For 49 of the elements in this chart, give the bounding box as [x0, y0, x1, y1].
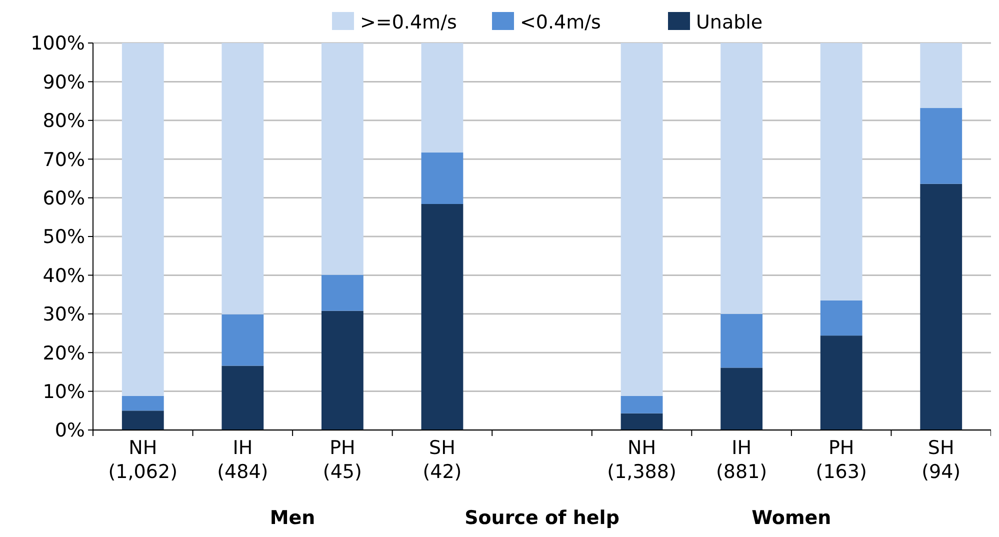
bar	[720, 314, 763, 368]
bar	[222, 43, 264, 314]
x-tick-label: PH (163)	[816, 437, 867, 483]
y-tick-label: 10%	[42, 380, 85, 403]
bar	[620, 396, 663, 414]
bar	[421, 204, 464, 430]
legend-label: >=0.4m/s	[360, 12, 457, 34]
bar	[820, 300, 862, 336]
bar	[222, 314, 264, 366]
bar	[122, 410, 164, 430]
bar	[421, 152, 464, 204]
y-tick-label: 40%	[42, 264, 85, 287]
bar	[620, 43, 663, 396]
bar	[920, 108, 962, 184]
x-tick-label: PH (45)	[322, 437, 362, 483]
bar	[222, 366, 264, 430]
y-tick-label: 60%	[42, 187, 85, 210]
bar	[920, 43, 962, 108]
bar	[122, 396, 164, 411]
y-tick-label: 0%	[54, 420, 85, 442]
bar	[720, 368, 763, 430]
bar	[920, 184, 962, 430]
y-tick-label: 80%	[42, 110, 85, 132]
x-tick-label: SH (42)	[422, 437, 462, 483]
y-tick-label: 90%	[42, 71, 85, 94]
legend-label: <0.4m/s	[520, 12, 601, 34]
text: Women	[752, 507, 832, 529]
bar	[620, 413, 663, 430]
bar	[321, 310, 364, 430]
y-tick-label: 70%	[42, 148, 85, 171]
x-tick-label: IH (881)	[716, 437, 768, 483]
text: Men	[270, 507, 316, 529]
bar	[122, 43, 164, 396]
bar	[421, 43, 464, 153]
y-tick-label: 30%	[42, 304, 85, 326]
y-tick-label: 50%	[42, 226, 85, 248]
bar	[820, 43, 862, 300]
y-tick-label: 20%	[42, 342, 85, 364]
bar	[720, 43, 763, 314]
bar	[820, 336, 862, 430]
y-tick-label: 100%	[30, 32, 85, 55]
legend-label: Unable	[696, 12, 763, 34]
x-tick-label: IH (484)	[217, 437, 268, 483]
bar	[321, 43, 364, 275]
x-tick-label: NH (1,062)	[108, 437, 178, 483]
x-tick-label: NH (1,388)	[607, 437, 676, 483]
x-tick-label: SH (94)	[922, 437, 961, 483]
x-axis-title: Source of help	[464, 507, 620, 529]
bar	[321, 274, 364, 311]
